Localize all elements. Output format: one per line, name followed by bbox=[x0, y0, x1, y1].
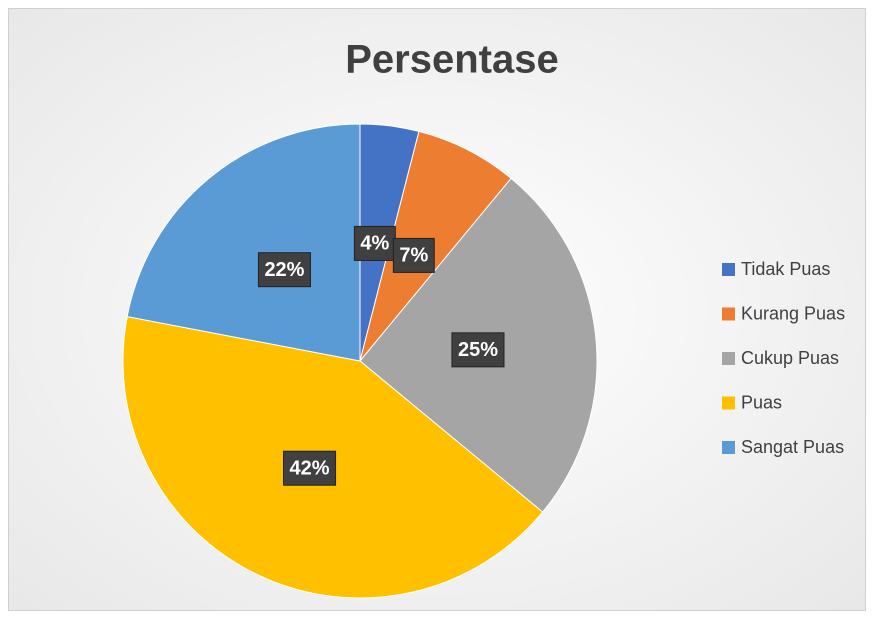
data-label: 4% bbox=[360, 233, 389, 255]
chart-title: Persentase bbox=[345, 38, 558, 82]
legend-label: Puas bbox=[741, 392, 782, 412]
data-label-box bbox=[353, 225, 396, 261]
data-label: 42% bbox=[290, 458, 330, 480]
legend-label: Kurang Puas bbox=[741, 303, 845, 323]
data-label: 25% bbox=[458, 339, 498, 361]
data-label: 7% bbox=[399, 245, 428, 267]
legend-label: Tidak Puas bbox=[741, 259, 830, 279]
data-label-box bbox=[451, 332, 505, 368]
legend-swatch bbox=[722, 307, 735, 321]
data-label: 22% bbox=[264, 259, 304, 281]
pie-slice bbox=[126, 123, 361, 362]
legend-label: Cukup Puas bbox=[741, 348, 839, 368]
data-label-box bbox=[257, 252, 311, 288]
legend-swatch bbox=[722, 352, 735, 365]
pie-slice bbox=[359, 130, 512, 362]
legend-label: Sangat Puas bbox=[741, 437, 844, 457]
data-label-box bbox=[283, 450, 337, 486]
legend-swatch bbox=[722, 441, 735, 454]
legend-swatch bbox=[722, 263, 735, 276]
data-label-box bbox=[392, 237, 435, 273]
legend-swatch bbox=[722, 396, 735, 410]
